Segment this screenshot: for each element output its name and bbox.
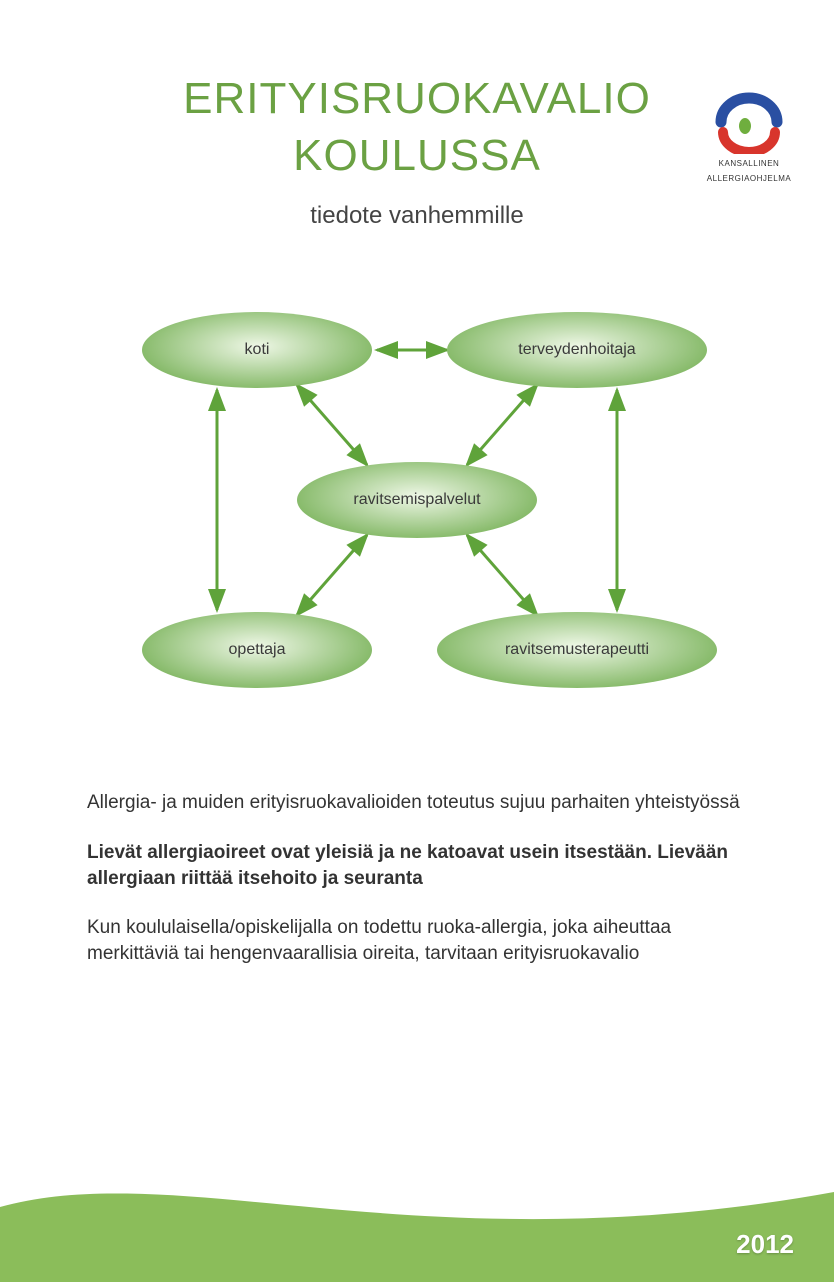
title-line2: KOULUSSA	[293, 131, 541, 180]
logo-text-line2: ALLERGIAOHJELMA	[694, 175, 804, 184]
body-text: Allergia- ja muiden erityisruokavalioide…	[87, 790, 747, 966]
diagram-node-terveydenhoitaja: terveydenhoitaja	[447, 312, 707, 388]
diagram-edge	[467, 385, 537, 465]
logo-text-line1: KANSALLINEN	[694, 160, 804, 169]
title-line1: ERITYISRUOKAVALIO	[183, 74, 651, 123]
diagram-node-ravitsemispalvelut: ravitsemispalvelut	[297, 462, 537, 538]
diagram-edge	[467, 535, 537, 615]
network-diagram: koti terveydenhoitaja ravitsemispalvelut op…	[97, 290, 737, 710]
paragraph-3: Kun koululaisella/opiskelijalla on todet…	[87, 915, 747, 966]
diagram-edge	[297, 385, 367, 465]
diagram-node-koti: koti	[142, 312, 372, 388]
footer-wave	[0, 1152, 834, 1282]
paragraph-2-bold: Lievät allergiaoireet ovat yleisiä ja ne…	[87, 840, 747, 891]
diagram-node-opettaja: opettaja	[142, 612, 372, 688]
subtitle: tiedote vanhemmille	[0, 202, 834, 230]
logo-graphic	[709, 92, 789, 154]
paragraph-1: Allergia- ja muiden erityisruokavalioide…	[87, 790, 747, 816]
footer-year: 2012	[736, 1229, 794, 1260]
logo: KANSALLINEN ALLERGIAOHJELMA	[694, 92, 804, 184]
diagram-edge	[297, 535, 367, 615]
diagram-node-ravitsemusterapeutti: ravitsemusterapeutti	[437, 612, 717, 688]
